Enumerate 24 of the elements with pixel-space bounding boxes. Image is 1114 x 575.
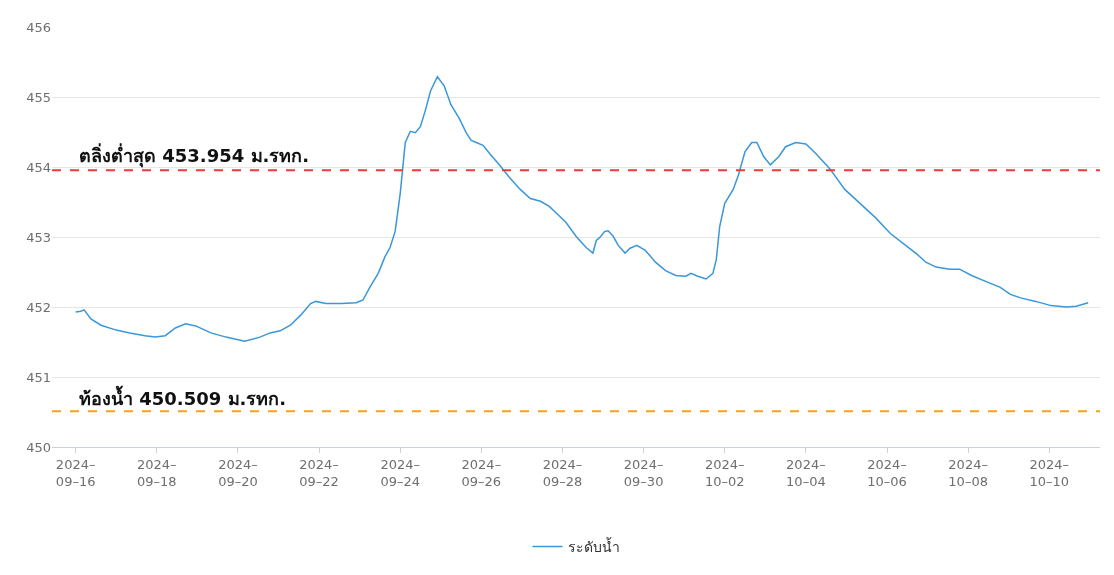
legend-label: ระดับน้ำ [567,537,620,556]
x-tick-label: 2024– 09–18 [137,456,177,489]
line-series [74,75,1089,343]
x-tick-label: 2024– 09–20 [218,456,258,489]
x-tick-label: 2024– 09–24 [380,456,421,489]
y-tick-label: 455 [26,89,51,105]
y-tick-label: 452 [26,299,51,315]
x-tick-label: 2024– 10–10 [1029,456,1070,489]
x-tick-label: 2024– 09–28 [542,456,583,489]
x-tick-label: 2024– 10–06 [867,456,907,489]
y-tick-label: 454 [26,159,51,175]
x-tick-label: 2024– 10–04 [786,456,826,489]
y-tick-label: 450 [26,439,51,455]
x-tick-label: 2024– 09–16 [55,456,96,489]
x-tick-label: 2024– 09–22 [299,456,339,489]
x-tick-label: 2024– 09–26 [461,456,502,489]
y-tick-label: 451 [26,369,51,385]
x-tick-label: 2024– 10–08 [948,456,988,489]
x-tick-label: 2024– 10–02 [704,456,745,489]
y-tick-label: 453 [26,229,51,245]
y-tick-label: 456 [26,19,51,35]
ref-line-label: ตลิ่งต่ำสุด 453.954 ม.รทก. [79,143,310,168]
ref-line-label: ท้องน้ำ 450.509 ม.รทก. [79,385,287,409]
x-tick-label: 2024– 09–30 [623,456,664,489]
